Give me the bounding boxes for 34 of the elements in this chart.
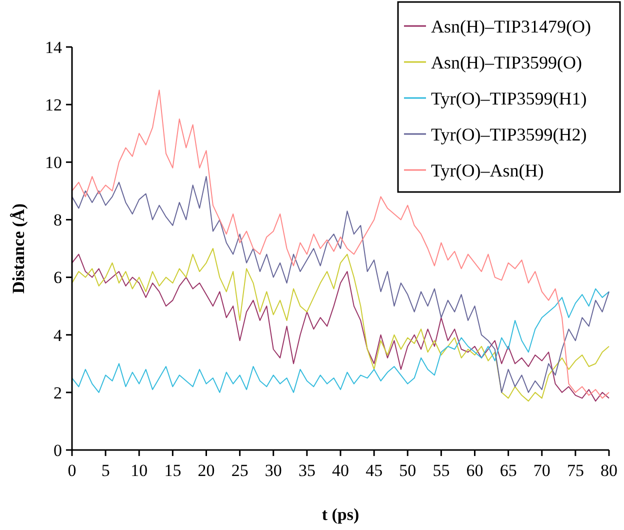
y-tick-label: 12	[45, 96, 62, 115]
x-tick-label: 15	[164, 461, 182, 480]
x-tick-label: 30	[264, 461, 282, 480]
y-tick-label: 10	[45, 153, 62, 172]
y-tick-label: 6	[54, 268, 62, 288]
x-tick-label: 60	[466, 461, 484, 480]
y-tick-label: 14	[45, 38, 62, 57]
line-series	[72, 288, 610, 393]
x-tick-label: 5	[101, 461, 110, 480]
x-tick-label: 45	[366, 461, 383, 480]
legend-label: Tyr(O)–TIP3599(H1)	[431, 88, 587, 108]
x-tick-label: 25	[231, 461, 248, 480]
x-tick-label: 65	[500, 461, 517, 480]
y-tick-label: 0	[54, 440, 62, 460]
legend-label: Asn(H)–TIP31479(O)	[431, 16, 591, 36]
x-axis-title: t (ps)	[322, 505, 360, 524]
y-tick-label: 4	[54, 326, 62, 345]
x-tick-label: 0	[68, 461, 76, 480]
y-tick-label: 2	[54, 383, 62, 402]
x-tick-label: 35	[298, 461, 316, 480]
legend-label: Asn(H)–TIP3599(O)	[431, 52, 582, 72]
legend-label: Tyr(O)–Asn(H)	[431, 160, 544, 180]
x-tick-label: 75	[566, 461, 584, 480]
x-tick-label: 80	[600, 461, 618, 480]
x-tick-label: 20	[198, 461, 215, 480]
x-tick-label: 40	[332, 461, 349, 480]
x-tick-label: 50	[399, 461, 416, 480]
y-axis-title: Distance (Å)	[9, 203, 28, 294]
y-tick-label: 8	[54, 210, 62, 230]
line-series	[72, 90, 610, 399]
legend-label: Tyr(O)–TIP3599(H2)	[431, 124, 587, 144]
x-tick-label: 70	[533, 461, 550, 480]
x-tick-label: 55	[432, 461, 450, 480]
x-tick-label: 10	[130, 461, 148, 480]
